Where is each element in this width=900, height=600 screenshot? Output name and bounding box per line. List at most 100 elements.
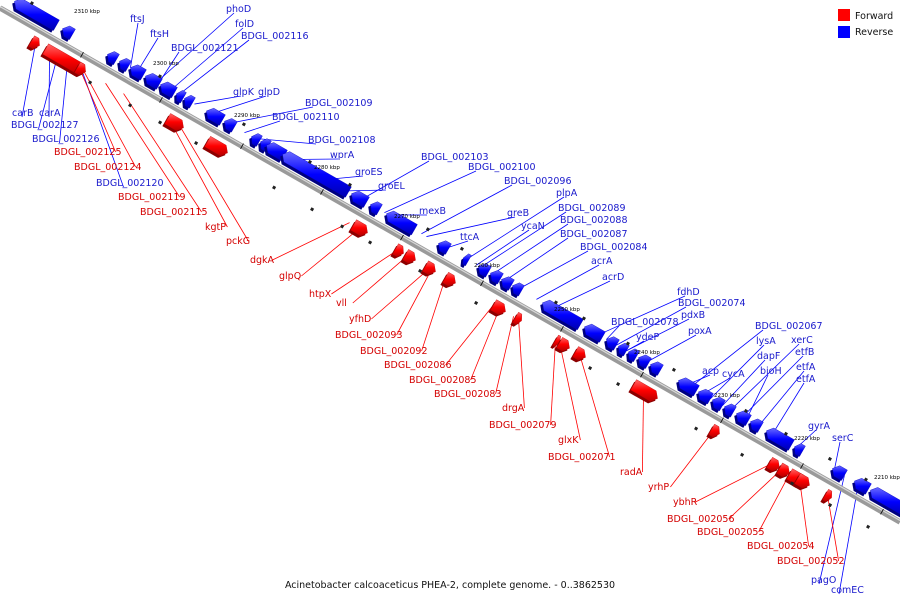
leader-line-reverse [818, 475, 845, 585]
leader-line-reverse [616, 306, 687, 346]
leader-line-reverse [598, 295, 686, 336]
scale-tick-mark [159, 97, 163, 103]
minor-feature-mark [459, 246, 464, 251]
gene-arrow-reverse-4 [130, 64, 147, 81]
gene-arrow-reverse-19 [462, 253, 472, 267]
gene-arrow-reverse-15 [351, 190, 370, 208]
gene-label-forward: BDGL_002125 [54, 147, 122, 158]
leader-line-reverse [361, 160, 430, 200]
leader-line-reverse [758, 370, 805, 427]
leader-line-forward [179, 125, 249, 242]
gene-label-forward: yrhP [648, 482, 669, 493]
minor-feature-mark [310, 207, 315, 212]
gene-label-forward: glpQ [279, 271, 301, 282]
gene-label-reverse: BDGL_002103 [421, 152, 489, 163]
gene-label-forward: kgtP [205, 222, 226, 233]
leader-line-reverse [536, 264, 600, 300]
gene-label-reverse: glpK [233, 87, 255, 98]
gene-arrow-reverse-22 [501, 276, 515, 291]
minor-feature-mark [740, 452, 745, 457]
gene-arrow-reverse-28 [628, 348, 640, 362]
gene-label-reverse: greB [507, 208, 529, 219]
minor-feature-mark [743, 408, 748, 414]
gene-label-reverse: pagO [811, 575, 836, 586]
gene-label-forward: radA [620, 467, 643, 478]
gene-label-reverse: BDGL_002127 [11, 120, 79, 131]
leader-line-reverse [211, 95, 267, 115]
scale-tick-mark [400, 234, 404, 241]
gene-label-reverse: BDGL_002096 [504, 176, 572, 187]
gene-label-reverse: carA [39, 108, 61, 119]
gene-arrow-reverse-40 [854, 478, 872, 495]
gene-label-reverse: BDGL_002084 [580, 242, 648, 253]
gene-label-reverse: bioH [760, 366, 782, 377]
gene-arrow-forward-54 [552, 334, 561, 347]
leader-line-forward [695, 463, 772, 503]
leader-line-forward [421, 277, 446, 352]
leader-line-forward [728, 469, 782, 520]
gene-arrow-reverse-0 [14, 0, 60, 31]
gene-arrow-reverse-10 [224, 118, 238, 133]
gene-arrow-reverse-5 [145, 73, 163, 90]
gene-label-reverse: acrA [591, 256, 613, 267]
leader-line-reverse [466, 196, 565, 260]
minor-feature-mark [307, 159, 312, 165]
gene-arrow-reverse-21 [490, 270, 504, 285]
minor-feature-mark [588, 365, 593, 371]
scale-tick-mark [560, 326, 564, 332]
leader-line-forward [272, 222, 350, 261]
gene-arrow-reverse-1 [62, 25, 76, 40]
gene-label-reverse: serC [832, 433, 854, 444]
leader-line-reverse [59, 61, 68, 144]
gene-label-forward: glxK [558, 435, 579, 446]
gene-label-reverse: wprA [330, 150, 355, 161]
leader-line-forward [495, 316, 514, 395]
gene-label-reverse: etfA [796, 362, 816, 373]
gene-arrow-reverse-29 [638, 354, 652, 369]
gene-label-reverse: etfB [795, 347, 814, 358]
leader-line-reverse [158, 51, 180, 84]
leader-line-reverse [492, 223, 569, 275]
minor-feature-mark [158, 120, 163, 125]
gene-arrow-reverse-6 [160, 81, 178, 99]
minor-feature-mark [863, 477, 868, 482]
scale-tick-label: 2310 kbp [74, 9, 100, 15]
gene-label-reverse: gyrA [808, 421, 831, 432]
leader-line-reverse [476, 229, 530, 266]
legend: Forward Reverse [838, 9, 893, 38]
gene-label-forward: vll [336, 298, 347, 309]
gene-arrow-reverse-37 [766, 427, 795, 451]
gene-arrow-reverse-7 [176, 90, 187, 104]
leader-line-forward [642, 390, 644, 473]
gene-label-forward: yfhD [349, 314, 371, 325]
scale-tick-label: 2260 kbp [474, 263, 500, 269]
gene-arrow-reverse-30 [650, 361, 664, 376]
gene-arrow-reverse-39 [832, 465, 848, 481]
leader-line-forward [470, 308, 500, 381]
gene-label-reverse: comEC [831, 585, 864, 596]
scale-tick-label: 2290 kbp [234, 113, 260, 119]
leader-line-reverse [244, 120, 281, 134]
gene-label-reverse: ycaN [521, 221, 545, 232]
minor-feature-mark [272, 185, 277, 190]
leader-line-reverse [254, 137, 317, 145]
leader-line-forward [579, 353, 610, 458]
leader-line-reverse [626, 318, 690, 352]
leader-line-reverse [646, 334, 697, 363]
scale-tick-label: 2280 kbp [314, 165, 340, 171]
gene-label-reverse: BDGL_002067 [755, 321, 823, 332]
gene-label-forward: BDGL_002054 [747, 541, 815, 552]
gene-label-reverse: BDGL_002121 [171, 43, 239, 54]
leader-line-reverse [170, 27, 244, 91]
minor-feature-mark [128, 103, 133, 108]
gene-label-reverse: BDGL_002087 [560, 229, 628, 240]
gene-arrow-reverse-26 [606, 336, 620, 351]
gene-arrow-forward-51 [442, 271, 456, 287]
gene-arrow-forward-60 [776, 462, 790, 477]
scale-ticks: 2310 kbp 2300 kbp 2290 kbp 2280 kbp 2270 kbp… [74, 9, 900, 515]
gene-label-reverse: BDGL_002110 [272, 112, 340, 123]
minor-feature-mark [625, 341, 630, 346]
gene-label-reverse: carB [12, 108, 33, 119]
gene-arrow-forward-58 [708, 423, 720, 438]
gene-arrow-reverse-32 [698, 388, 714, 405]
